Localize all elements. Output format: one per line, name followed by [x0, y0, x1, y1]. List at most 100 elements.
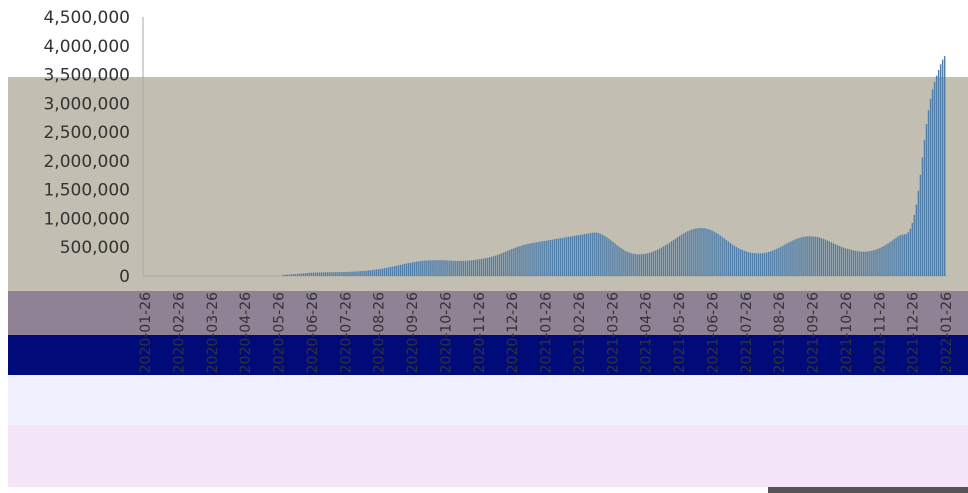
- bar: [604, 236, 606, 276]
- bar: [840, 246, 843, 276]
- bar: [448, 260, 450, 276]
- bar: [395, 265, 398, 276]
- bar: [776, 248, 778, 276]
- bar: [826, 240, 829, 276]
- bar: [911, 223, 914, 276]
- bar: [806, 236, 808, 276]
- bar: [531, 243, 533, 276]
- bar: [850, 249, 853, 276]
- x-tick-label: 2021-09-26: [806, 292, 822, 373]
- bar: [852, 250, 855, 276]
- bar: [436, 260, 438, 276]
- bar: [573, 235, 576, 276]
- bar: [887, 243, 889, 276]
- bar: [335, 272, 337, 276]
- bar: [397, 265, 400, 276]
- bar: [409, 262, 412, 276]
- bar: [446, 260, 448, 276]
- bar: [341, 272, 343, 276]
- bar: [721, 236, 723, 276]
- bar: [587, 233, 590, 276]
- bar: [729, 242, 731, 276]
- bar: [610, 240, 612, 276]
- bar: [442, 260, 444, 276]
- bar: [298, 273, 301, 276]
- bar: [640, 254, 642, 276]
- bar: [482, 258, 485, 276]
- bar: [381, 268, 384, 276]
- bar: [306, 273, 309, 276]
- bar: [583, 234, 586, 276]
- x-tick-label: 2020-08-26: [372, 292, 388, 373]
- bar: [606, 237, 608, 276]
- bar: [802, 236, 804, 276]
- bar: [575, 235, 578, 276]
- bars: [282, 56, 946, 277]
- bar: [323, 272, 325, 276]
- bar: [674, 238, 677, 276]
- bar: [490, 256, 493, 276]
- bar: [375, 269, 378, 276]
- bar: [658, 248, 661, 276]
- y-tick-label: 3,500,000: [43, 66, 130, 86]
- bar: [935, 75, 938, 277]
- bar: [687, 231, 689, 276]
- bar: [616, 245, 618, 276]
- bar: [418, 261, 420, 276]
- bar: [772, 250, 774, 276]
- bar: [869, 251, 871, 276]
- x-tick-label: 2021-03-26: [605, 292, 621, 373]
- bar: [672, 239, 675, 276]
- bar: [494, 255, 497, 276]
- bar: [648, 252, 651, 276]
- bar: [592, 232, 594, 276]
- bar: [842, 247, 845, 276]
- overlay-band-gray: [8, 291, 968, 335]
- bar: [533, 242, 535, 276]
- bar: [551, 239, 553, 276]
- overlay-artifacts: [8, 77, 968, 493]
- bar: [498, 254, 501, 276]
- bar: [828, 241, 831, 276]
- bar: [389, 267, 392, 276]
- bar: [371, 270, 373, 276]
- bar: [355, 271, 357, 276]
- bar: [917, 190, 920, 276]
- overlay-band-navy: [8, 335, 968, 375]
- bar: [462, 260, 464, 276]
- overlay-scrollbar: [768, 487, 968, 493]
- bar: [923, 140, 926, 276]
- bar: [755, 253, 758, 276]
- bar: [478, 259, 481, 276]
- bar: [786, 243, 788, 276]
- bar: [428, 260, 430, 276]
- bar: [347, 271, 349, 276]
- bar: [571, 236, 574, 276]
- x-tick-label: 2021-11-26: [872, 292, 888, 373]
- bar: [468, 260, 471, 276]
- bar: [393, 266, 396, 276]
- bar: [541, 241, 543, 276]
- x-tick-label: 2020-01-26: [138, 292, 154, 373]
- bar: [719, 235, 721, 276]
- bar: [879, 247, 881, 276]
- bar: [905, 233, 907, 276]
- bar: [331, 272, 333, 276]
- bar: [569, 236, 572, 276]
- bar: [614, 243, 616, 276]
- bar: [662, 246, 665, 276]
- bar: [774, 249, 776, 276]
- bar: [359, 271, 361, 276]
- bar: [925, 124, 928, 276]
- x-tick-label: 2020-12-26: [505, 292, 521, 373]
- bar: [654, 250, 657, 276]
- bar: [751, 252, 754, 276]
- bar: [676, 237, 679, 276]
- bar: [683, 233, 685, 276]
- bar: [339, 272, 341, 276]
- bar: [913, 214, 916, 276]
- bar: [407, 263, 410, 276]
- bar: [511, 249, 513, 276]
- bar: [464, 260, 467, 276]
- bar: [745, 251, 748, 276]
